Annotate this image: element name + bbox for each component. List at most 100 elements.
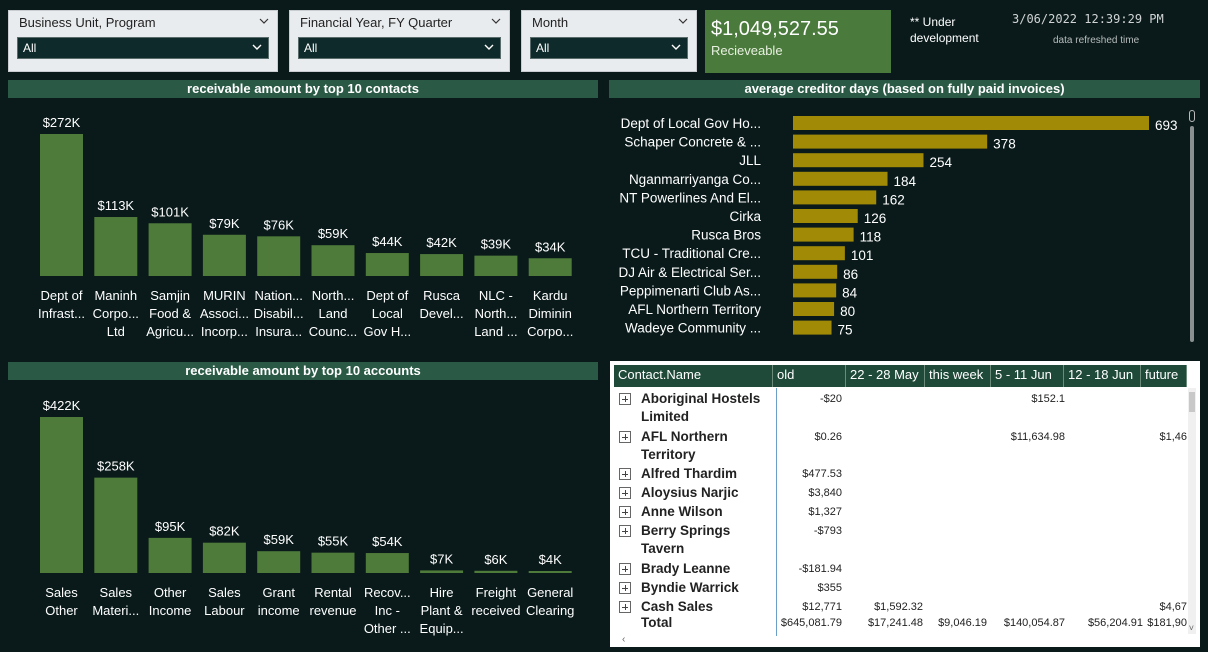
data-label: $272K xyxy=(43,115,81,130)
category-label: Dept of Local Gov Ho... xyxy=(621,116,761,131)
bar[interactable] xyxy=(311,245,355,276)
category-label: received xyxy=(471,603,520,618)
expand-icon[interactable] xyxy=(619,562,631,575)
contact-name: Cash Sales xyxy=(641,598,714,614)
bar[interactable] xyxy=(793,227,854,242)
bar[interactable] xyxy=(365,553,409,573)
bar[interactable] xyxy=(793,134,988,149)
accounts-chart-title: receivable amount by top 10 accounts xyxy=(8,362,598,380)
slicer-month[interactable]: Month All xyxy=(521,10,697,72)
category-label: Rental xyxy=(314,585,352,600)
accounts-bar-chart[interactable]: $422K Sales Other $258K Sales Materi... $95K Ot… xyxy=(8,382,598,647)
bar[interactable] xyxy=(793,153,924,168)
category-label: Cirka xyxy=(729,209,761,224)
bar[interactable] xyxy=(257,236,301,276)
bar[interactable] xyxy=(94,217,138,276)
expand-icon[interactable] xyxy=(619,430,631,443)
category-label: Kardu xyxy=(533,288,568,303)
refresh-timestamp: 3/06/2022 12:39:29 PM xyxy=(1012,12,1164,26)
category-label: Maninh xyxy=(94,288,137,303)
bar[interactable] xyxy=(148,537,192,573)
slicer-dropdown[interactable]: All xyxy=(298,37,501,59)
bar[interactable] xyxy=(40,134,83,276)
col-this-week[interactable]: this week xyxy=(925,365,991,387)
slicer-business-unit[interactable]: Business Unit, Program All xyxy=(8,10,278,72)
creditor-days-chart[interactable]: Dept of Local Gov Ho... 693 Schaper Concre… xyxy=(609,100,1189,350)
total-cell: $17,241.48 xyxy=(867,617,923,629)
chevron-down-icon[interactable] xyxy=(484,42,494,52)
expand-icon[interactable] xyxy=(619,525,631,537)
data-label: 162 xyxy=(882,192,905,207)
category-label: North... xyxy=(312,288,355,303)
bar[interactable] xyxy=(202,234,246,276)
bar[interactable] xyxy=(474,255,518,276)
total-label: Total xyxy=(641,615,673,630)
bar[interactable] xyxy=(365,253,409,276)
scroll-thumb[interactable] xyxy=(1189,392,1195,412)
slicer-dropdown[interactable]: All xyxy=(17,37,269,59)
slicer-financial-year[interactable]: Financial Year, FY Quarter All xyxy=(289,10,510,72)
category-label: Land xyxy=(319,306,348,321)
bar[interactable] xyxy=(202,542,246,573)
bar[interactable] xyxy=(793,190,877,205)
bar[interactable] xyxy=(793,320,832,335)
contact-name: Aloysius Narjic xyxy=(641,485,739,500)
slicer-value: All xyxy=(536,41,550,55)
chevron-down-icon[interactable] xyxy=(671,42,681,52)
category-label: Income xyxy=(149,603,192,618)
bar[interactable] xyxy=(94,477,138,573)
chevron-down-icon[interactable] xyxy=(678,16,688,26)
contacts-bar-chart[interactable]: $272K Dept of Infrast... $113K Maninh Corpo..… xyxy=(8,100,598,350)
scroll-track[interactable] xyxy=(1190,126,1194,342)
slicer-dropdown[interactable]: All xyxy=(530,37,688,59)
receivables-matrix[interactable]: Contact.Name old 22 - 28 May this week 5… xyxy=(610,361,1200,647)
category-label: Peppimenarti Club As... xyxy=(620,283,761,298)
table-cell: $477.53 xyxy=(802,468,842,480)
col-contact-name[interactable]: Contact.Name xyxy=(614,365,773,387)
bar[interactable] xyxy=(420,254,464,276)
bar[interactable] xyxy=(40,417,83,573)
bar[interactable] xyxy=(311,552,355,573)
col-5-11-jun[interactable]: 5 - 11 Jun xyxy=(991,365,1064,387)
scroll-down-icon[interactable]: ˅ xyxy=(1188,623,1194,633)
category-label: Sales xyxy=(45,585,78,600)
bar[interactable] xyxy=(793,264,838,279)
expand-icon[interactable] xyxy=(619,487,631,499)
creditor-scrollbar[interactable] xyxy=(1188,108,1196,344)
bar[interactable] xyxy=(793,302,835,316)
bar[interactable] xyxy=(793,116,1149,130)
contact-name: Byndie Warrick xyxy=(641,579,739,595)
bar[interactable] xyxy=(793,283,837,298)
chevron-down-icon[interactable] xyxy=(252,42,262,52)
category-label: Samjin xyxy=(150,288,190,303)
bar[interactable] xyxy=(528,258,572,276)
col-22-28-may[interactable]: 22 - 28 May xyxy=(846,365,925,387)
expand-icon[interactable] xyxy=(619,581,631,594)
bar[interactable] xyxy=(793,246,845,261)
chevron-down-icon[interactable] xyxy=(491,16,501,26)
bar[interactable] xyxy=(420,570,464,573)
matrix-scrollbar[interactable] xyxy=(1188,388,1196,634)
scroll-thumb[interactable] xyxy=(1189,110,1195,122)
development-note: ** Under development xyxy=(910,14,979,46)
scroll-left-icon[interactable]: ‹ xyxy=(622,634,626,645)
data-label: $7K xyxy=(430,551,453,566)
col-12-18-jun[interactable]: 12 - 18 Jun xyxy=(1064,365,1141,387)
bar[interactable] xyxy=(474,570,518,573)
total-row: Total $645,081.79 $17,241.48 $9,046.19 $140,… xyxy=(614,612,1187,632)
expand-icon[interactable] xyxy=(619,468,631,480)
bar[interactable] xyxy=(793,171,888,186)
expand-icon[interactable] xyxy=(619,393,631,405)
category-label: Dept of xyxy=(366,288,408,303)
category-label: NT Powerlines And El... xyxy=(619,190,761,205)
data-label: 254 xyxy=(929,155,952,170)
bar[interactable] xyxy=(793,209,858,223)
bar[interactable] xyxy=(257,551,301,573)
col-old[interactable]: old xyxy=(773,365,846,387)
expand-icon[interactable] xyxy=(619,600,631,613)
bar[interactable] xyxy=(148,223,192,276)
chevron-down-icon[interactable] xyxy=(259,16,269,26)
expand-icon[interactable] xyxy=(619,506,631,518)
col-future[interactable]: future xyxy=(1141,365,1187,387)
bar[interactable] xyxy=(528,571,572,573)
